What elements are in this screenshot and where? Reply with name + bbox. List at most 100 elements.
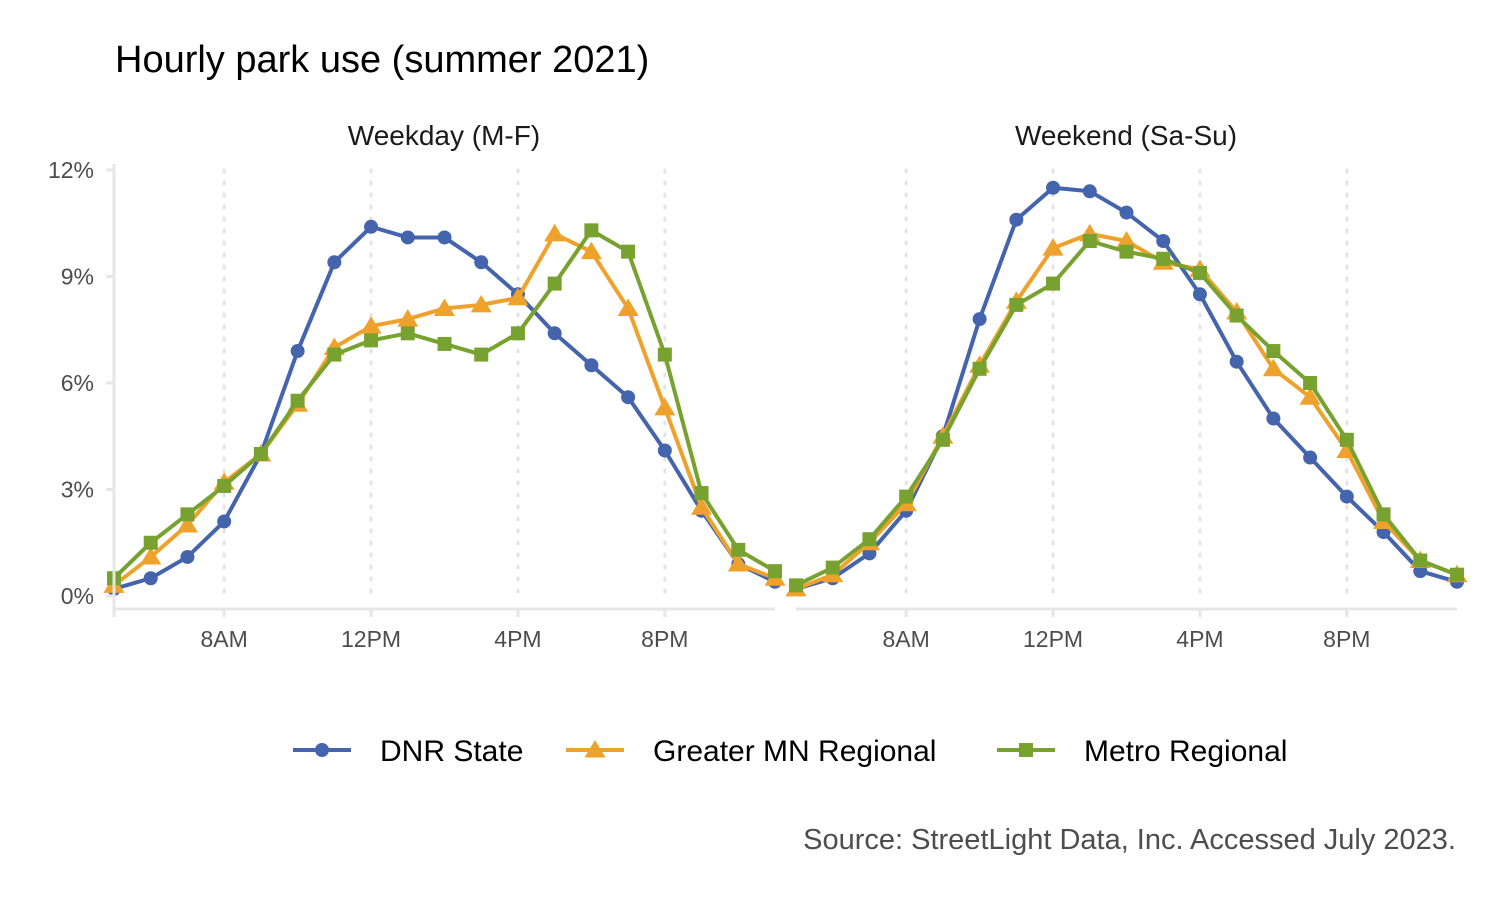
panel-weekday: Weekday (M-F) 8AM 12PM 4PM 8PM <box>103 120 786 652</box>
data-point <box>547 276 562 291</box>
data-point <box>437 230 452 245</box>
data-point <box>825 560 840 575</box>
data-point <box>862 532 877 547</box>
data-point <box>140 546 162 565</box>
data-point <box>1303 376 1318 390</box>
series-line <box>112 228 777 580</box>
data-point <box>1450 567 1464 582</box>
data-point <box>217 478 232 493</box>
data-point <box>972 361 987 376</box>
x-tick-label: 4PM <box>494 626 541 652</box>
data-point <box>1266 344 1281 359</box>
data-point <box>437 336 452 351</box>
x-tick-label: 12PM <box>341 626 401 652</box>
data-point <box>1262 358 1284 377</box>
legend-label: DNR State <box>380 735 523 768</box>
legend-label: Metro Regional <box>1084 735 1287 768</box>
data-point <box>544 223 566 242</box>
data-point <box>1299 387 1321 405</box>
data-point <box>180 507 195 522</box>
data-point <box>654 397 676 416</box>
data-point <box>1192 265 1207 280</box>
data-point <box>470 294 492 313</box>
data-point <box>789 578 803 593</box>
data-point <box>1266 411 1281 426</box>
legend-item: Greater MN Regional <box>566 735 936 768</box>
data-point <box>1119 205 1134 220</box>
data-point <box>434 298 455 316</box>
data-point <box>1156 251 1171 266</box>
data-point <box>474 255 489 270</box>
y-tick-label: 0% <box>61 583 94 609</box>
series-line <box>113 224 776 591</box>
data-point <box>1009 297 1024 312</box>
data-point <box>935 432 950 447</box>
panel-strip-label: Weekday (M-F) <box>348 120 540 151</box>
y-tick-label: 12% <box>48 157 94 183</box>
panel-strip-label: Weekend (Sa-Su) <box>1015 120 1237 151</box>
data-point <box>290 344 305 359</box>
data-point <box>580 241 602 260</box>
y-tick-label: 3% <box>61 477 94 503</box>
data-point <box>253 447 268 461</box>
series-metro-regional <box>789 234 1464 593</box>
legend: DNR State Greater MN Regional Metro Region… <box>293 735 1287 768</box>
chart-title: Hourly park use (summer 2021) <box>115 39 649 81</box>
data-point <box>657 443 672 458</box>
data-point <box>1192 287 1207 302</box>
legend-key-marker <box>584 740 606 758</box>
data-point <box>691 497 713 515</box>
data-point <box>731 542 746 557</box>
legend-label: Greater MN Regional <box>653 735 936 768</box>
data-point <box>1156 234 1171 248</box>
data-point <box>217 514 232 529</box>
data-point <box>290 393 305 408</box>
x-tick-label: 4PM <box>1176 626 1223 652</box>
series-line <box>795 239 1458 588</box>
data-point <box>1046 180 1061 195</box>
data-point <box>327 255 342 270</box>
data-point <box>1413 553 1428 568</box>
data-point <box>474 347 489 362</box>
data-point <box>1229 308 1244 323</box>
data-point <box>621 244 636 259</box>
legend-key-marker <box>315 743 329 757</box>
legend-item: Metro Regional <box>997 735 1287 768</box>
data-point <box>768 564 782 579</box>
series-metro-regional <box>107 223 782 586</box>
data-point <box>657 347 672 362</box>
legend-item: DNR State <box>293 735 523 768</box>
x-tick-label: 8PM <box>1323 626 1370 652</box>
data-point <box>1082 184 1097 199</box>
data-point <box>584 358 599 373</box>
data-point <box>1376 507 1391 522</box>
data-point <box>1119 244 1134 259</box>
data-point <box>400 326 415 341</box>
data-point <box>1046 276 1061 291</box>
data-point <box>143 535 158 550</box>
data-point <box>180 549 195 564</box>
panel-weekend: Weekend (Sa-Su) 8AM 12PM 4PM 8PM <box>785 120 1468 652</box>
y-tick-label: 6% <box>61 370 94 396</box>
x-tick-label: 8PM <box>641 626 688 652</box>
data-point <box>1303 450 1318 465</box>
data-point <box>584 223 599 238</box>
series-greater-mn-regional <box>785 223 1468 597</box>
data-point <box>1042 238 1064 256</box>
data-point <box>364 219 379 234</box>
legend-key-marker <box>1019 743 1033 757</box>
data-point <box>1339 432 1354 447</box>
data-point <box>1339 489 1354 504</box>
data-point <box>694 486 709 501</box>
x-tick-label: 12PM <box>1023 626 1083 652</box>
data-point <box>727 554 749 572</box>
data-point <box>400 230 415 245</box>
data-point <box>507 287 529 306</box>
data-point <box>327 347 342 362</box>
data-point <box>617 298 639 316</box>
data-point <box>1116 231 1137 249</box>
data-point <box>547 326 562 341</box>
y-axis: 0% 3% 6% 9% 12% <box>48 157 116 617</box>
data-point <box>510 326 525 341</box>
